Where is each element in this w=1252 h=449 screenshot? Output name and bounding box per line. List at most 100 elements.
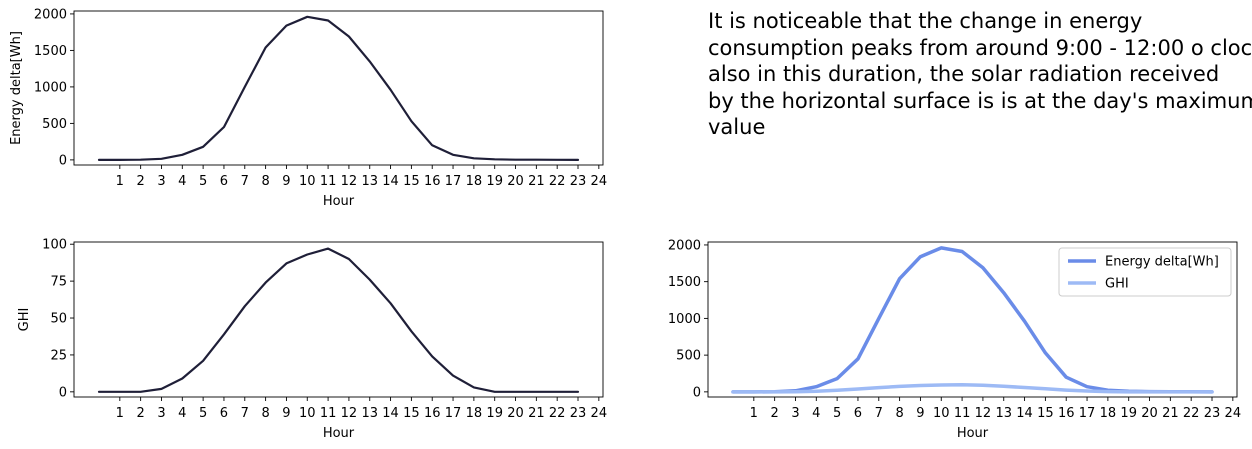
series-line-ghi xyxy=(731,382,1214,394)
x-tick-label: 15 xyxy=(1037,406,1054,421)
y-tick-label: 0 xyxy=(693,385,701,400)
x-tick-label: 18 xyxy=(1100,406,1117,421)
x-tick-label: 19 xyxy=(486,174,503,189)
x-tick-label: 20 xyxy=(507,406,524,421)
x-tick-label: 9 xyxy=(282,174,290,189)
x-tick-label: 6 xyxy=(220,406,228,421)
x-tick-label: 10 xyxy=(933,406,950,421)
x-tick-label: 16 xyxy=(424,174,441,189)
legend-label: GHI xyxy=(1105,277,1129,292)
x-tick-label: 6 xyxy=(854,406,862,421)
x-tick-label: 8 xyxy=(261,174,269,189)
x-axis-label: Hour xyxy=(323,194,355,209)
y-tick-label: 1500 xyxy=(668,275,701,290)
x-tick-label: 14 xyxy=(382,174,399,189)
y-tick-label: 2000 xyxy=(668,238,701,253)
x-tick-label: 20 xyxy=(507,174,524,189)
x-tick-label: 22 xyxy=(1183,406,1200,421)
x-tick-label: 9 xyxy=(282,406,290,421)
x-tick-label: 17 xyxy=(1079,406,1096,421)
x-tick-label: 18 xyxy=(466,174,483,189)
x-tick-label: 2 xyxy=(137,406,145,421)
x-tick-label: 10 xyxy=(299,406,316,421)
x-tick-label: 1 xyxy=(750,406,758,421)
x-tick-label: 3 xyxy=(157,406,165,421)
annotation-line: also in this duration, the solar radiati… xyxy=(708,62,1220,86)
x-tick-label: 8 xyxy=(261,406,269,421)
x-tick-label: 9 xyxy=(916,406,924,421)
x-tick-label: 11 xyxy=(320,174,337,189)
x-tick-label: 11 xyxy=(954,406,971,421)
x-tick-label: 5 xyxy=(833,406,841,421)
x-tick-label: 5 xyxy=(199,174,207,189)
x-tick-label: 17 xyxy=(445,406,462,421)
x-tick-label: 24 xyxy=(591,174,608,189)
x-tick-label: 1 xyxy=(116,406,124,421)
legend-label: Energy delta[Wh] xyxy=(1105,255,1219,270)
x-tick-label: 23 xyxy=(570,174,587,189)
x-tick-label: 13 xyxy=(361,406,378,421)
x-tick-label: 14 xyxy=(1016,406,1033,421)
x-tick-label: 1 xyxy=(116,174,124,189)
x-tick-label: 10 xyxy=(299,174,316,189)
y-tick-label: 2000 xyxy=(34,7,67,22)
annotation-line: value xyxy=(708,115,766,139)
y-tick-label: 0 xyxy=(59,385,67,400)
y-tick-label: 1500 xyxy=(34,44,67,59)
y-tick-label: 0 xyxy=(59,153,67,168)
x-tick-label: 16 xyxy=(1058,406,1075,421)
y-tick-label: 1000 xyxy=(668,312,701,327)
x-tick-label: 12 xyxy=(341,406,358,421)
x-tick-label: 18 xyxy=(466,406,483,421)
x-tick-label: 21 xyxy=(528,174,545,189)
chart-energy: 1 2 3 4 5 6 7 8 9 10 11 12 13 14 15 16 17 18 19 20 21 22 23 240… xyxy=(9,7,607,209)
x-tick-label: 20 xyxy=(1141,406,1158,421)
x-tick-label: 21 xyxy=(1162,406,1179,421)
x-tick-label: 19 xyxy=(1120,406,1137,421)
y-tick-label: 75 xyxy=(50,275,67,290)
y-tick-label: 500 xyxy=(42,117,67,132)
x-axis-label: Hour xyxy=(957,426,989,441)
x-tick-label: 23 xyxy=(570,406,587,421)
y-axis-label: Energy delta[Wh] xyxy=(9,31,24,145)
axes-frame xyxy=(73,241,604,398)
annotation-line: consumption peaks from around 9:00 - 12:… xyxy=(708,35,1252,60)
x-tick-label: 16 xyxy=(424,406,441,421)
y-tick-label: 500 xyxy=(676,349,701,364)
x-axis-label: Hour xyxy=(323,426,355,441)
annotation-line: by the horizontal surface is is at the d… xyxy=(708,88,1252,113)
annotation-text: It is noticeable that the change in ener… xyxy=(708,8,1252,141)
x-tick-label: 4 xyxy=(178,406,186,421)
x-tick-label: 4 xyxy=(812,406,820,421)
x-tick-label: 3 xyxy=(791,406,799,421)
x-tick-label: 11 xyxy=(320,406,337,421)
x-tick-label: 24 xyxy=(1225,406,1242,421)
x-tick-label: 2 xyxy=(771,406,779,421)
x-tick-label: 12 xyxy=(341,174,358,189)
x-tick-label: 19 xyxy=(486,406,503,421)
y-tick-label: 25 xyxy=(50,348,67,363)
x-tick-label: 22 xyxy=(549,174,566,189)
x-tick-label: 13 xyxy=(361,174,378,189)
x-tick-label: 3 xyxy=(157,174,165,189)
x-tick-label: 7 xyxy=(241,406,249,421)
x-tick-label: 15 xyxy=(403,174,420,189)
x-tick-label: 7 xyxy=(241,174,249,189)
x-tick-label: 24 xyxy=(591,406,608,421)
chart-ghi: 1 2 3 4 5 6 7 8 9 10 11 12 13 14 15 16 17 18 19 20 21 22 23 240… xyxy=(17,238,607,441)
series-line-energy-delta-wh- xyxy=(97,15,580,161)
series-line-ghi xyxy=(97,247,580,393)
y-tick-label: 1000 xyxy=(34,80,67,95)
x-tick-label: 14 xyxy=(382,406,399,421)
y-tick-label: 50 xyxy=(50,312,67,327)
y-axis-label: GHI xyxy=(17,308,32,332)
x-tick-label: 6 xyxy=(220,174,228,189)
chart-combined: 1 2 3 4 5 6 7 8 9 10 11 12 13 14 15 16 17 18 19 20 21 22 23 240… xyxy=(668,238,1241,441)
x-tick-label: 17 xyxy=(445,174,462,189)
x-tick-label: 4 xyxy=(178,174,186,189)
x-tick-label: 12 xyxy=(975,406,992,421)
annotation-line: It is noticeable that the change in ener… xyxy=(708,9,1143,33)
x-tick-label: 7 xyxy=(875,406,883,421)
legend-box xyxy=(1058,247,1232,297)
